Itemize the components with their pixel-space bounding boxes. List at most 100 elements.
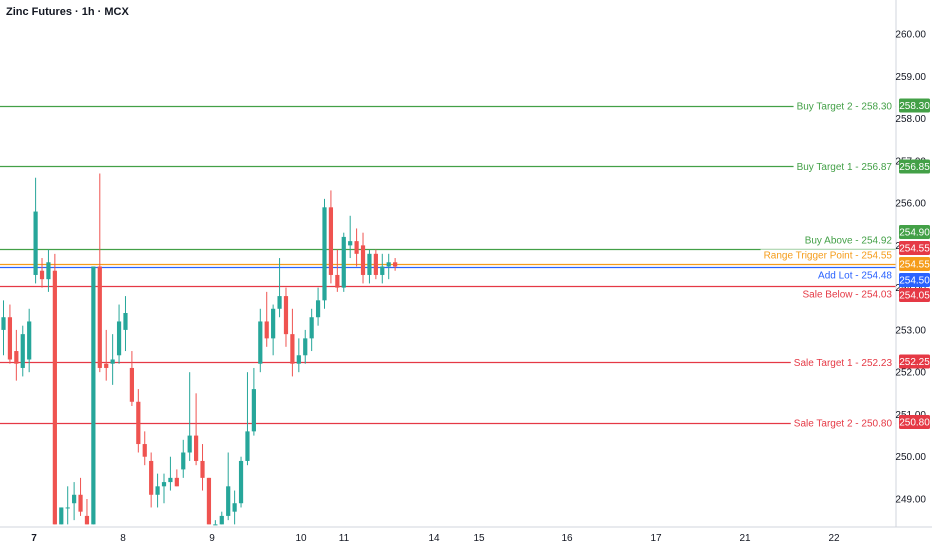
price-badge-text: 254.05 bbox=[899, 291, 930, 302]
level-label: Buy Target 2 - 258.30 bbox=[797, 101, 893, 112]
candle-body bbox=[296, 355, 301, 364]
price-badge-bg bbox=[899, 241, 930, 255]
price-badge: 254.55 bbox=[899, 257, 930, 271]
price-badge: 254.50 bbox=[899, 273, 930, 287]
level-label-bg bbox=[760, 249, 896, 263]
candle-body bbox=[33, 211, 38, 275]
candle-body bbox=[194, 435, 199, 461]
x-tick-label: 7 bbox=[31, 533, 37, 544]
candle bbox=[104, 329, 109, 381]
candle-body bbox=[219, 515, 224, 525]
candle-body bbox=[20, 334, 25, 368]
y-tick-label: 253.00 bbox=[895, 325, 926, 336]
y-tick-label: 258.00 bbox=[895, 114, 926, 125]
candle-body bbox=[65, 507, 70, 509]
candle bbox=[328, 190, 334, 284]
candle bbox=[232, 490, 237, 525]
candle-body bbox=[309, 317, 314, 339]
candle-body bbox=[142, 444, 147, 457]
level-label: Add Lot - 254.48 bbox=[818, 270, 892, 281]
candle-body bbox=[129, 367, 134, 402]
candle-body bbox=[328, 207, 334, 275]
candle bbox=[91, 266, 96, 525]
candle-body bbox=[116, 321, 122, 356]
level-labels: Buy Target 2 - 258.30 Buy Target 1 - 256.… bbox=[760, 100, 896, 431]
candle bbox=[110, 334, 115, 385]
level-label-bg bbox=[793, 160, 896, 174]
candle bbox=[155, 473, 160, 508]
candle-body bbox=[155, 486, 160, 495]
candle-body bbox=[136, 401, 141, 445]
candle bbox=[78, 477, 83, 516]
candle bbox=[27, 308, 32, 373]
candle bbox=[283, 287, 289, 347]
candle-body bbox=[232, 503, 237, 512]
candle-body bbox=[290, 334, 295, 364]
y-tick-label: 260.00 bbox=[895, 30, 926, 41]
candle-body bbox=[97, 266, 102, 368]
price-badge: 256.85 bbox=[899, 159, 930, 174]
price-badge-text: 256.85 bbox=[899, 162, 930, 173]
candle-body bbox=[174, 477, 179, 487]
x-tick-label: 17 bbox=[650, 533, 662, 544]
candle-body bbox=[367, 253, 372, 275]
candle-body bbox=[123, 313, 128, 330]
candle bbox=[20, 325, 25, 377]
price-badge-text: 250.80 bbox=[899, 418, 930, 429]
candle-body bbox=[206, 477, 212, 525]
candle bbox=[123, 296, 128, 352]
x-tick-label: 11 bbox=[339, 533, 350, 544]
candle bbox=[7, 304, 13, 364]
candle bbox=[245, 372, 250, 466]
candle-body bbox=[84, 515, 90, 525]
candle-body bbox=[226, 486, 231, 516]
candle bbox=[309, 308, 314, 352]
y-tick-label: 249.00 bbox=[895, 495, 926, 506]
y-tick-label: 250.00 bbox=[895, 452, 926, 463]
level-label: Sale Target 2 - 250.80 bbox=[794, 418, 893, 429]
candle-body bbox=[181, 452, 186, 470]
candle-body bbox=[360, 245, 366, 275]
price-badge: 254.90 bbox=[899, 225, 930, 239]
price-badge: 258.30 bbox=[899, 98, 930, 113]
candles bbox=[1, 173, 398, 526]
candle-body bbox=[161, 482, 167, 487]
candle bbox=[393, 258, 398, 271]
candle bbox=[161, 473, 167, 504]
candle bbox=[264, 291, 269, 347]
candle bbox=[1, 300, 6, 356]
candle-body bbox=[149, 460, 154, 495]
candle bbox=[59, 507, 64, 525]
price-badge-bg bbox=[899, 273, 930, 287]
candle-body bbox=[110, 359, 115, 364]
candle bbox=[194, 393, 199, 466]
candle bbox=[149, 452, 154, 508]
candle-body bbox=[322, 207, 327, 301]
candle bbox=[33, 177, 38, 284]
candle bbox=[65, 486, 70, 525]
candle-body bbox=[373, 253, 378, 275]
level-label-bg bbox=[801, 234, 896, 248]
level-label: Buy Target 1 - 256.87 bbox=[797, 162, 893, 173]
price-badge-bg bbox=[899, 257, 930, 271]
candle bbox=[168, 456, 173, 491]
candle bbox=[341, 232, 346, 292]
candle bbox=[14, 329, 19, 381]
candle bbox=[187, 372, 192, 461]
candle bbox=[136, 389, 141, 453]
candle-body bbox=[283, 296, 289, 335]
x-axis: 7 8 9 10 11 14 15 16 17 21 22 bbox=[0, 526, 932, 544]
candle bbox=[258, 308, 263, 373]
level-label: Sale Below - 254.03 bbox=[802, 289, 892, 300]
candle-body bbox=[380, 266, 385, 275]
candle-body bbox=[168, 477, 173, 483]
x-tick-label: 9 bbox=[209, 533, 215, 544]
price-badge: 254.55 bbox=[899, 241, 930, 255]
candle-body bbox=[200, 460, 205, 478]
candle-body bbox=[386, 262, 391, 267]
candle bbox=[206, 477, 212, 525]
y-tick-label: 256.00 bbox=[895, 199, 926, 210]
candle bbox=[360, 232, 366, 284]
candle bbox=[380, 253, 385, 284]
